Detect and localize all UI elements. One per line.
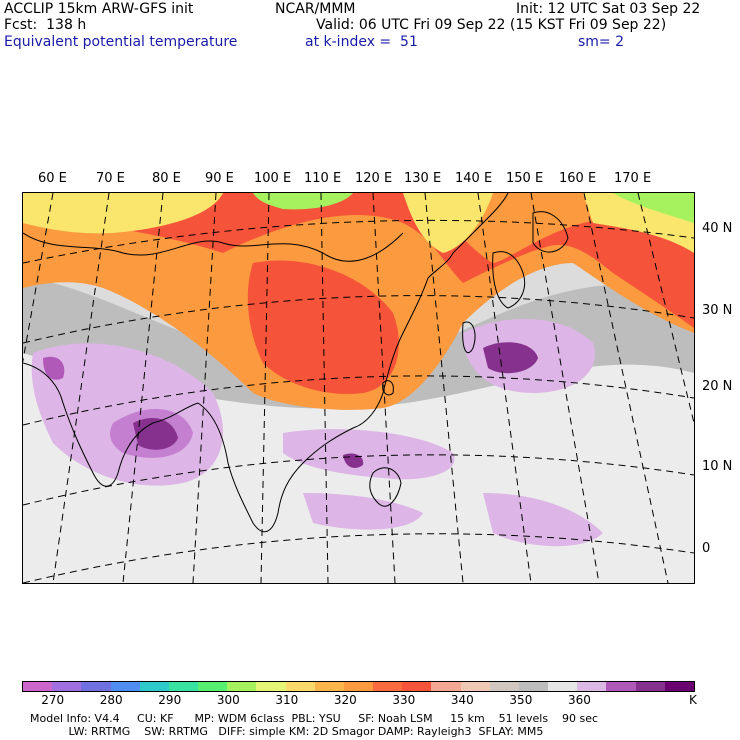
colorbar-swatch <box>227 682 257 691</box>
lon-line <box>583 193 669 583</box>
lon-label: 100 E <box>254 171 292 186</box>
colorbar-swatch <box>577 682 607 691</box>
dark-purple-core <box>133 418 178 450</box>
lat-line <box>23 454 694 506</box>
cool-region <box>253 193 353 210</box>
smoothing-label: sm= 2 <box>578 34 625 50</box>
lat-line <box>23 219 694 264</box>
cool-region <box>23 193 223 234</box>
colorbar <box>22 681 695 692</box>
colorbar-swatch <box>373 682 403 691</box>
colorbar-swatch <box>314 682 344 691</box>
lat-line <box>23 533 694 583</box>
level-index: at k-index = 51 <box>305 34 418 50</box>
colorbar-tick-label: 300 <box>216 693 240 707</box>
lilac-region <box>283 429 455 480</box>
lon-label: 140 E <box>455 171 493 186</box>
lon-line <box>52 193 110 583</box>
field-name: Equivalent potential temperature <box>4 34 238 50</box>
colorbar-tick-label: 350 <box>509 693 533 707</box>
colorbar-swatch <box>23 682 53 691</box>
colorbar-tick-label: 340 <box>450 693 474 707</box>
lon-label: 80 E <box>152 171 181 186</box>
lilac-region <box>483 493 603 547</box>
lon-label: 110 E <box>304 171 342 186</box>
colorbar-tick-label: 320 <box>333 693 357 707</box>
lon-label: 160 E <box>559 171 597 186</box>
lat-label: 40 N <box>702 221 733 236</box>
lon-line <box>122 193 164 583</box>
lon-line <box>23 193 54 363</box>
coastline <box>462 321 476 354</box>
colorbar-tick-label: 360 <box>567 693 591 707</box>
lon-label: 60 E <box>38 171 67 186</box>
lon-line <box>260 193 270 583</box>
coastline <box>369 467 402 507</box>
lon-line <box>192 193 217 583</box>
colorbar-swatch <box>198 682 228 691</box>
colorbar-swatch <box>110 682 140 691</box>
hot-region <box>23 193 694 328</box>
lon-label: 150 E <box>506 171 544 186</box>
coastline <box>492 251 526 309</box>
colorbar-swatch <box>343 682 374 691</box>
model-info-line2: LW: RRTMG SW: RRTMG DIFF: simple KM: 2D … <box>30 725 544 738</box>
lat-label: 10 N <box>702 459 733 474</box>
init-time: Init: 12 UTC Sat 03 Sep 22 <box>516 1 701 17</box>
colorbar-swatch <box>431 682 461 691</box>
lon-label: 90 E <box>205 171 234 186</box>
colorbar-tick-label: 310 <box>275 693 299 707</box>
purple-core <box>43 356 65 380</box>
colorbar-tick-label: 330 <box>392 693 416 707</box>
colorbar-swatch <box>139 682 169 691</box>
lilac-region <box>303 493 423 530</box>
colorbar-tick-label: 290 <box>158 693 182 707</box>
colorbar-swatch <box>402 682 432 691</box>
colorbar-swatch <box>548 682 578 691</box>
coastline <box>23 362 199 487</box>
colorbar-swatch <box>285 682 315 691</box>
coastline <box>197 277 429 533</box>
colorbar-swatch <box>489 682 519 691</box>
coastline <box>382 380 394 396</box>
forecast-hour: Fcst: 138 h <box>4 17 87 33</box>
cool-region <box>403 193 493 253</box>
colorbar-swatch <box>81 682 111 691</box>
model-info-line1: Model Info: V4.4 CU: KF MP: WDM 6class P… <box>30 712 599 725</box>
lat-line <box>23 295 694 344</box>
colorbar-swatch <box>52 682 82 691</box>
model-title: ACCLIP 15km ARW-GFS init <box>4 1 194 17</box>
lon-line <box>424 193 464 583</box>
cool-region <box>613 193 694 223</box>
lat-label: 0 <box>702 541 711 556</box>
colorbar-swatch <box>168 682 199 691</box>
lon-label: 120 E <box>355 171 393 186</box>
theta-e-map <box>22 192 695 584</box>
colorbar-swatch <box>518 682 549 691</box>
valid-time: Valid: 06 UTC Fri 09 Sep 22 (15 KST Fri … <box>316 17 667 33</box>
colorbar-tick-label: K <box>689 693 697 707</box>
center-label: NCAR/MMM <box>275 1 356 17</box>
coastline <box>23 232 404 262</box>
lon-line <box>637 193 694 426</box>
colorbar-swatch <box>256 682 286 691</box>
coastline <box>427 193 509 279</box>
purple-core <box>483 342 538 374</box>
colorbar-swatch <box>460 682 490 691</box>
coastline <box>532 211 569 253</box>
lat-line <box>23 375 694 426</box>
colorbar-swatch <box>606 682 636 691</box>
colorbar-swatch <box>635 682 665 691</box>
colorbar-tick-label: 280 <box>99 693 123 707</box>
lon-line <box>320 193 329 583</box>
colorbar-swatch <box>664 682 694 691</box>
lon-line <box>477 193 532 583</box>
lat-label: 30 N <box>702 303 733 318</box>
lon-label: 170 E <box>614 171 652 186</box>
lat-label: 20 N <box>702 379 733 394</box>
lon-label: 130 E <box>404 171 442 186</box>
lon-label: 70 E <box>96 171 125 186</box>
lon-line <box>530 193 600 583</box>
colorbar-tick-label: 270 <box>41 693 65 707</box>
